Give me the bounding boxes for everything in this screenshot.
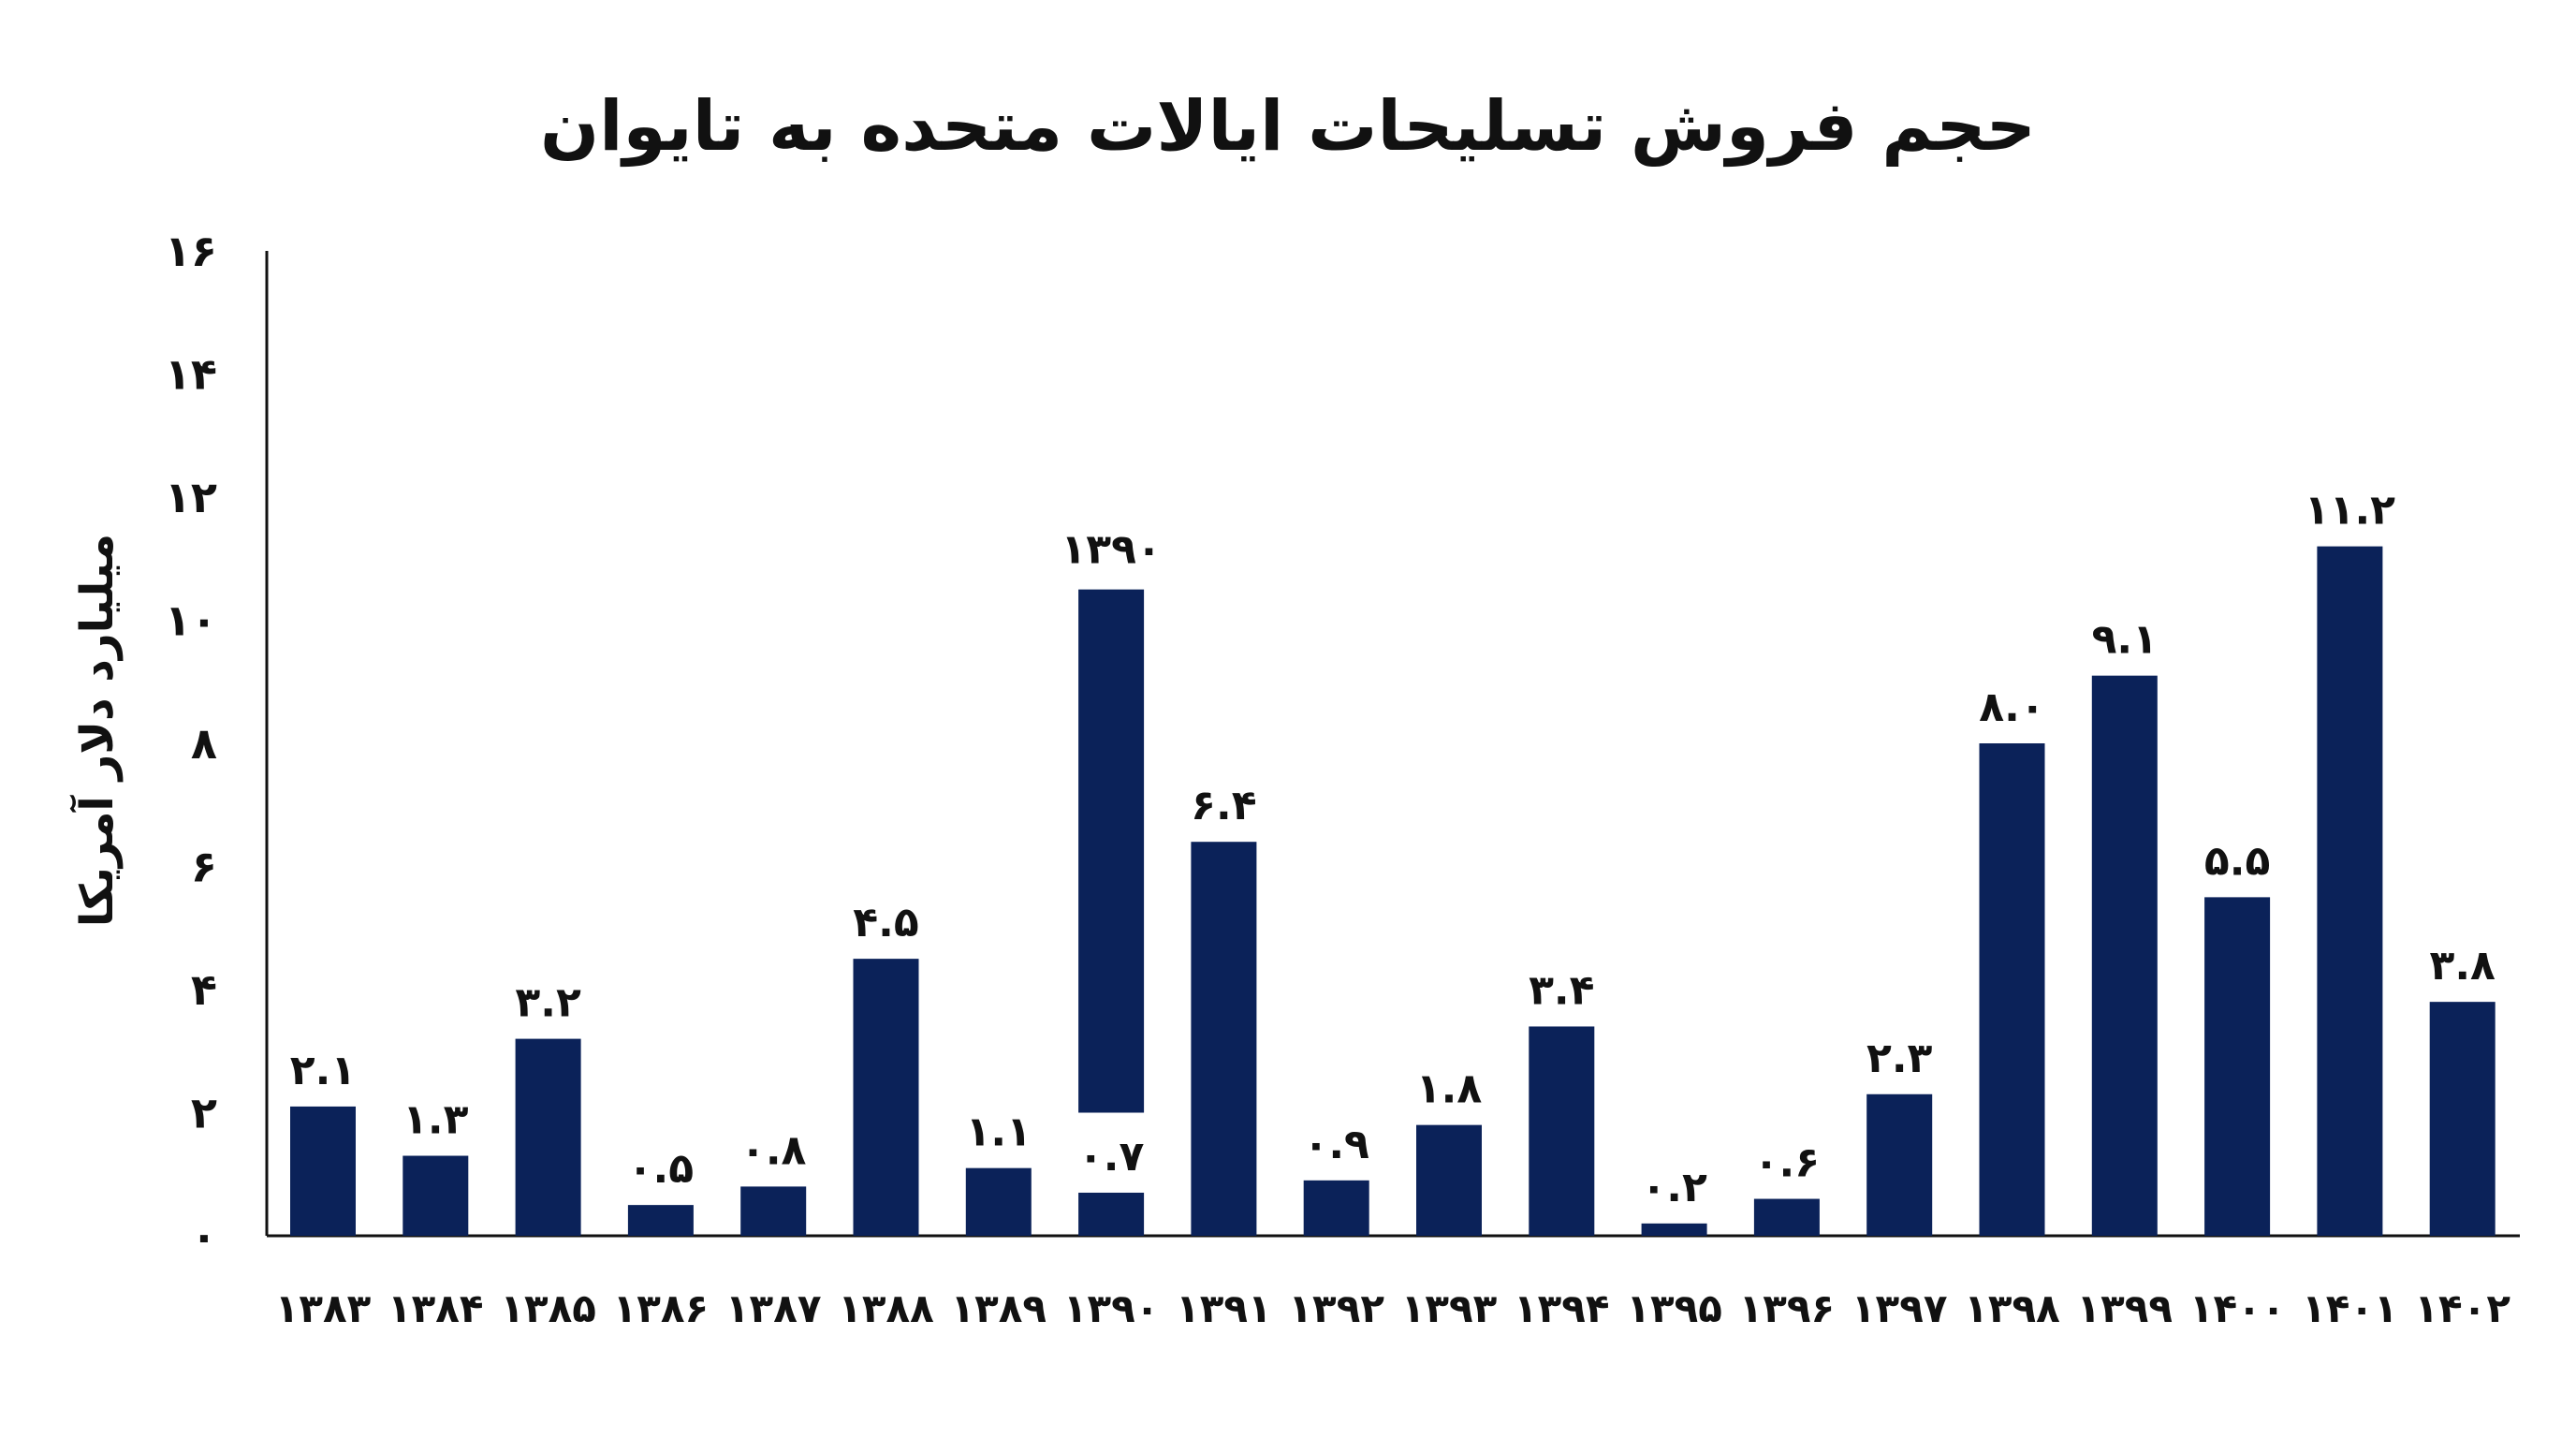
bar — [740, 1186, 807, 1236]
bar — [2429, 1002, 2496, 1236]
data-label: ۵.۵ — [2204, 837, 2270, 885]
data-label: ۰.۶ — [1754, 1139, 1820, 1187]
bar — [1191, 842, 1257, 1236]
x-tick-label: ۱۳۸۵ — [500, 1285, 596, 1331]
floating-segment-label: ۱۳۹۰ — [1061, 526, 1161, 574]
y-tick-label: ۲ — [191, 1088, 217, 1138]
data-label: ۶.۴ — [1191, 782, 1256, 829]
y-tick-label: ۶ — [191, 842, 217, 892]
x-tick-labels: ۱۳۸۳ ۱۳۸۴ ۱۳۸۵ ۱۳۸۶ ۱۳۸۷ ۱۳۸۸ ۱۳۸۹ ۱۳۹۰ ۱۳۹۱ ۱۳۹۲… — [275, 1285, 2511, 1331]
data-label: ۲.۱ — [290, 1047, 356, 1094]
x-tick-label: ۱۳۹۴ — [1514, 1285, 1610, 1331]
x-tick-label: ۱۳۹۲ — [1288, 1285, 1384, 1331]
y-tick-label: ۰ — [191, 1211, 217, 1261]
data-label: ۰.۸ — [740, 1126, 807, 1174]
bar — [853, 959, 919, 1236]
x-tick-label: ۱۳۸۹ — [951, 1285, 1047, 1331]
y-tick-label: ۱۰ — [165, 595, 217, 646]
x-tick-label: ۱۴۰۰ — [2189, 1285, 2286, 1331]
y-tick-label: ۱۴ — [165, 349, 217, 400]
bar — [627, 1205, 694, 1236]
x-tick-label: ۱۳۹۳ — [1401, 1285, 1498, 1331]
y-tick-label: ۱۶ — [165, 226, 217, 276]
y-tick-label: ۸ — [191, 718, 217, 769]
bar — [290, 1106, 356, 1236]
x-tick-label: ۱۳۸۸ — [838, 1285, 934, 1331]
bar — [515, 1038, 581, 1236]
bar — [965, 1167, 1032, 1236]
data-label: ۰.۲ — [1641, 1164, 1707, 1211]
data-label: ۱.۱ — [966, 1108, 1032, 1156]
bar — [2204, 897, 2271, 1236]
bar — [2091, 675, 2158, 1236]
y-tick-labels: ۰ ۲ ۴ ۶ ۸ ۱۰ ۱۲ ۱۴ ۱۶ — [165, 226, 217, 1261]
x-tick-label: ۱۳۹۸ — [1964, 1285, 2060, 1331]
x-tick-label: ۱۳۸۶ — [613, 1285, 710, 1331]
y-tick-label: ۱۲ — [165, 472, 217, 522]
data-label: ۱۱.۲ — [2305, 487, 2395, 535]
data-label: ۴.۵ — [853, 899, 918, 946]
bar — [1303, 1180, 1369, 1236]
chart-title: حجم فروش تسلیحات ایالات متحده به تایوان — [540, 86, 2036, 168]
data-label: ۲.۳ — [1866, 1034, 1933, 1082]
bar — [1866, 1093, 1933, 1236]
data-labels: ۱۳۹۰ ۲.۱ ۱.۳ ۳.۲ ۰.۵ ۰.۸ ۴.۵ ۱.۱ ۰.۷ ۶.۴ ۰.۹ ۱.۸ ۳.۴… — [290, 487, 2496, 1211]
data-label: ۱.۳ — [402, 1096, 469, 1144]
data-label: ۰.۹ — [1303, 1121, 1368, 1168]
x-tick-label: ۱۳۹۱ — [1176, 1285, 1272, 1331]
data-label: ۸.۰ — [1979, 683, 2044, 731]
x-tick-label: ۱۳۸۴ — [388, 1285, 484, 1331]
x-tick-label: ۱۴۰۱ — [2302, 1285, 2398, 1331]
bar — [1753, 1198, 1820, 1236]
bar — [1529, 1026, 1595, 1236]
data-label: ۰.۵ — [628, 1145, 694, 1193]
bars — [290, 546, 2496, 1236]
x-tick-label: ۱۳۹۹ — [2077, 1285, 2174, 1331]
x-tick-label: ۱۳۹۷ — [1852, 1285, 1948, 1331]
data-label: ۳.۴ — [1529, 966, 1594, 1014]
data-label: ۹.۱ — [2092, 616, 2158, 664]
bar — [1641, 1223, 1707, 1236]
x-tick-label: ۱۳۸۷ — [725, 1285, 822, 1331]
x-tick-label: ۱۴۰۲ — [2414, 1285, 2510, 1331]
data-label: ۳.۲ — [515, 979, 581, 1027]
bar — [1078, 1192, 1145, 1236]
y-axis-label: میلیارد دلار آمریکا — [69, 534, 124, 927]
bar — [1979, 743, 2045, 1236]
bar — [2317, 546, 2383, 1236]
x-tick-label: ۱۳۸۳ — [275, 1285, 372, 1331]
x-tick-label: ۱۳۹۶ — [1739, 1285, 1836, 1331]
data-label: ۳.۸ — [2429, 942, 2496, 990]
y-tick-label: ۴ — [191, 964, 217, 1015]
data-label: ۱.۸ — [1416, 1065, 1483, 1113]
x-tick-label: ۱۳۹۵ — [1626, 1285, 1722, 1331]
floating-bar-segment — [1078, 589, 1145, 1113]
data-label: ۰.۷ — [1078, 1133, 1145, 1181]
bar — [402, 1155, 469, 1236]
x-tick-label: ۱۳۹۰ — [1063, 1285, 1160, 1331]
bar — [1416, 1124, 1482, 1236]
